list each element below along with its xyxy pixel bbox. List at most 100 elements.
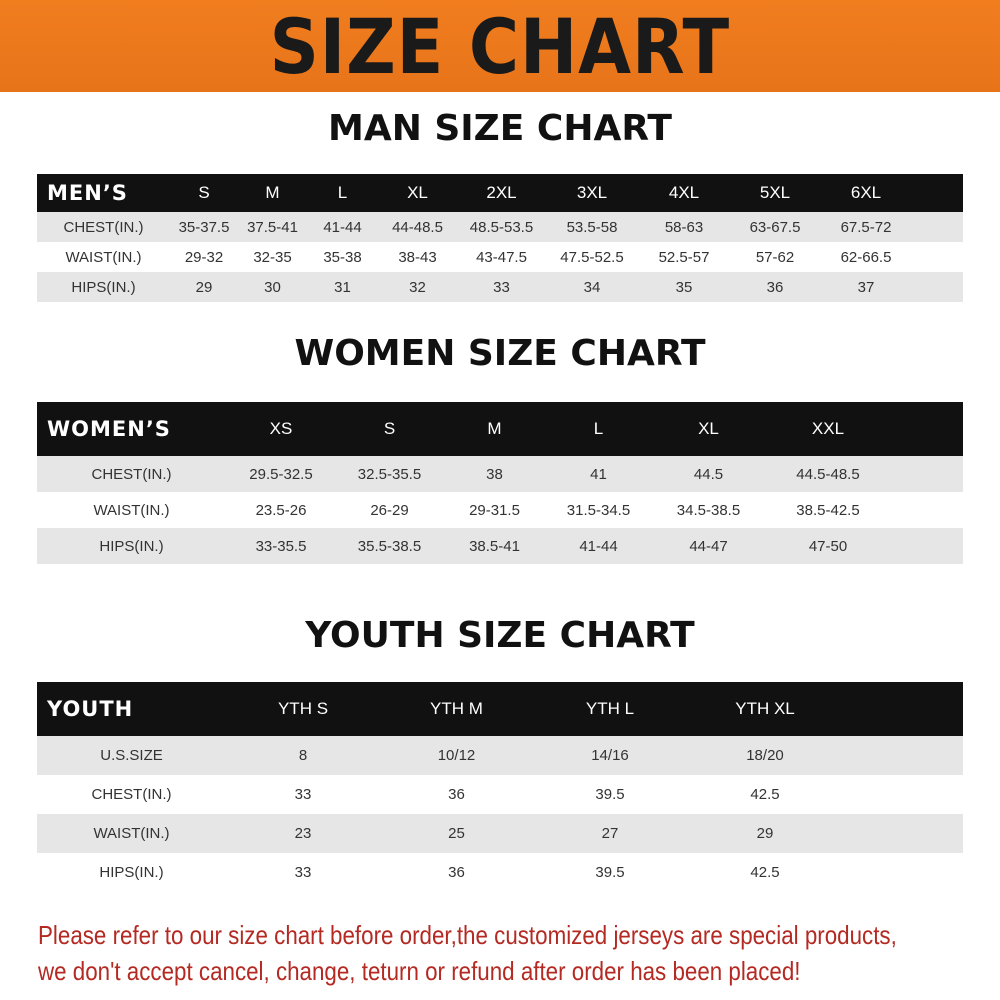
table-cell: 47.5-52.5	[560, 248, 624, 266]
row-label: HIPS(IN.)	[99, 537, 164, 555]
size-header-cell: XL	[407, 183, 428, 202]
size-header-cell: YTH M	[430, 699, 483, 718]
table-row: WAIST(IN.) 29-32 32-35 35-38 38-43 43-47.5 47.…	[37, 242, 963, 272]
table-cell: 63-67.5	[749, 218, 801, 236]
banner-title: SIZE CHART	[269, 1, 731, 91]
table-cell: 57-62	[755, 248, 795, 266]
table-cell: 34.5-38.5	[676, 501, 741, 519]
row-label: CHEST(IN.)	[63, 218, 144, 236]
table-cell: 36	[448, 864, 465, 881]
table-cell: 29-31.5	[469, 501, 520, 519]
table-cell: 44.5-48.5	[796, 465, 860, 483]
size-header-cell: YTH S	[277, 699, 329, 718]
table-cell: 53.5-58	[566, 218, 618, 236]
table-title-cell: MEN’S	[47, 181, 128, 205]
table-row: HIPS(IN.) 33-35.5 35.5-38.5 38.5-41 41-44 44-…	[37, 528, 963, 564]
table-cell: 23	[294, 825, 312, 842]
row-label: HIPS(IN.)	[99, 864, 164, 881]
table-cell: 38-43	[398, 248, 437, 266]
row-label: WAIST(IN.)	[93, 825, 170, 842]
table-cell: 36	[766, 278, 784, 296]
table-cell: 41	[590, 465, 607, 483]
size-header-cell: XL	[698, 419, 719, 438]
table-cell: 29-32	[184, 248, 224, 266]
table-cell: 33-35.5	[255, 537, 307, 555]
men-table: MEN’S S M L XL 2XL 3XL 4XL 5XL 6XL CHEST(IN.) 35-37…	[37, 174, 963, 302]
table-cell: 32-35	[253, 248, 292, 266]
table-row: WAIST(IN.) 23 25 27 29	[37, 814, 963, 853]
table-row: U.S.SIZE 8 10/12 14/16 18/20	[37, 736, 963, 775]
table-cell: 44-48.5	[392, 218, 443, 236]
table-cell: 41-44	[579, 537, 618, 555]
table-cell: 14/16	[591, 747, 629, 764]
table-cell: 47-50	[808, 537, 848, 555]
table-cell: 31.5-34.5	[566, 501, 631, 519]
notice-line-1: Please refer to our size chart before or…	[38, 920, 897, 950]
women-title: WOMEN SIZE CHART	[294, 333, 706, 374]
table-cell: 29	[195, 278, 213, 296]
table-cell: 35.5-38.5	[357, 537, 422, 555]
table-cell: 58-63	[664, 218, 704, 236]
row-label: WAIST(IN.)	[93, 501, 170, 519]
row-label: CHEST(IN.)	[91, 465, 172, 483]
size-header-cell: M	[265, 183, 280, 202]
row-label: U.S.SIZE	[100, 747, 163, 764]
youth-table: YOUTH YTH S YTH M YTH L YTH XL U.S.SIZE 8 10/12…	[37, 682, 963, 892]
table-cell: 62-66.5	[840, 248, 892, 266]
table-cell: 27	[601, 825, 619, 842]
size-header-cell: 6XL	[850, 183, 882, 202]
size-header-cell: YTH L	[585, 699, 635, 718]
table-cell: 39.5	[595, 864, 625, 881]
table-cell: 33	[294, 786, 312, 803]
table-header: MEN’S S M L XL 2XL 3XL 4XL 5XL 6XL	[37, 174, 963, 212]
table-cell: 33	[493, 278, 510, 296]
table-cell: 30	[264, 278, 281, 296]
table-cell: 35-38	[323, 248, 362, 266]
table-cell: 39.5	[595, 786, 625, 803]
women-table: WOMEN’S XS S M L XL XXL CHEST(IN.) 29.5-32.5 32.5…	[37, 402, 963, 564]
table-cell: 38.5-41	[469, 537, 520, 555]
row-label: CHEST(IN.)	[91, 786, 172, 803]
size-header-cell: YTH XL	[735, 699, 795, 718]
table-cell: 25	[448, 825, 465, 842]
table-cell: 36	[448, 786, 465, 803]
table-cell: 35	[675, 278, 693, 296]
table-cell: 41-44	[323, 218, 362, 236]
size-header-cell: S	[383, 419, 396, 438]
table-cell: 42.5	[750, 786, 780, 803]
size-header-cell: S	[198, 183, 210, 202]
table-cell: 67.5-72	[840, 218, 892, 236]
table-cell: 18/20	[746, 747, 784, 764]
youth-title: YOUTH SIZE CHART	[305, 615, 695, 656]
size-header-cell: M	[487, 419, 502, 438]
table-row: CHEST(IN.) 35-37.5 37.5-41 41-44 44-48.5 48.5…	[37, 212, 963, 242]
table-cell: 29	[756, 825, 774, 842]
table-cell: 29.5-32.5	[249, 465, 313, 483]
size-header-cell: XS	[269, 419, 293, 438]
table-cell: 37.5-41	[247, 218, 298, 236]
table-cell: 33	[294, 864, 312, 881]
size-header-cell: 5XL	[759, 183, 791, 202]
table-header: YOUTH YTH S YTH M YTH L YTH XL	[37, 682, 963, 736]
size-header-cell: 3XL	[576, 183, 608, 202]
size-header-cell: XXL	[811, 419, 845, 438]
table-row: CHEST(IN.) 33 36 39.5 42.5	[37, 775, 963, 814]
table-row: HIPS(IN.) 29 30 31 32 33 34 35 36 37	[37, 272, 963, 302]
table-row: CHEST(IN.) 29.5-32.5 32.5-35.5 38 41 44.5 44.5…	[37, 456, 963, 492]
table-cell: 23.5-26	[255, 501, 307, 519]
row-label: WAIST(IN.)	[65, 248, 142, 266]
table-title-cell: YOUTH	[47, 697, 134, 721]
table-cell: 34	[583, 278, 601, 296]
size-header-cell: L	[593, 419, 604, 438]
size-header-cell: 4XL	[668, 183, 700, 202]
table-cell: 48.5-53.5	[469, 218, 534, 236]
table-cell: 44-47	[689, 537, 728, 555]
table-cell: 31	[334, 278, 351, 296]
table-cell: 52.5-57	[658, 248, 710, 266]
row-label: HIPS(IN.)	[71, 278, 136, 296]
table-cell: 38.5-42.5	[796, 501, 860, 519]
table-row: HIPS(IN.) 33 36 39.5 42.5	[37, 853, 963, 892]
table-header: WOMEN’S XS S M L XL XXL	[37, 402, 963, 456]
table-cell: 44.5	[693, 465, 724, 483]
table-row: WAIST(IN.) 23.5-26 26-29 29-31.5 31.5-34.5 34…	[37, 492, 963, 528]
